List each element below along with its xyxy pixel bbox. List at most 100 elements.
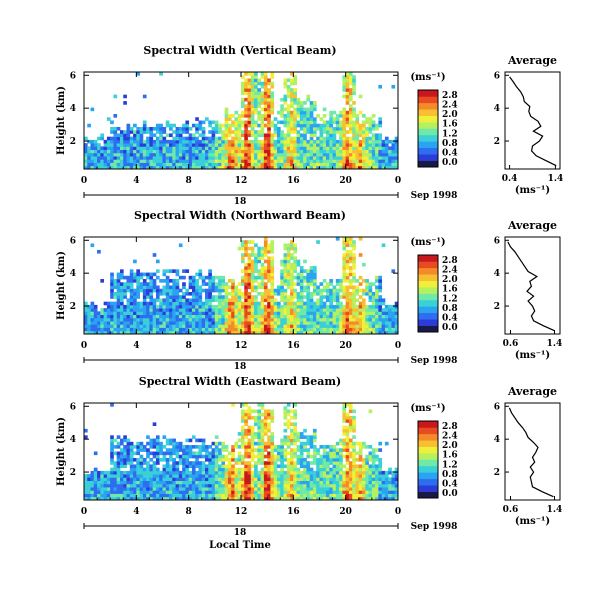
heatmap-cell	[208, 467, 212, 472]
colorbar-swatch	[418, 147, 438, 155]
heatmap-cell	[136, 159, 140, 163]
heatmap-cell	[257, 314, 262, 319]
heatmap-cell	[329, 490, 333, 494]
heatmap-cell	[178, 146, 183, 150]
heatmap-cell	[218, 314, 222, 319]
heatmap-cell	[178, 490, 183, 494]
heatmap-cell	[142, 474, 147, 478]
heatmap-cell	[224, 107, 229, 112]
heatmap-cell	[234, 120, 239, 125]
heatmap-cell	[247, 461, 252, 465]
heatmap-cell	[162, 470, 167, 475]
heatmap-cell	[348, 301, 353, 306]
heatmap-cell	[322, 464, 327, 469]
heatmap-cell	[388, 311, 392, 315]
heatmap-cell	[290, 126, 294, 131]
heatmap-cell	[254, 162, 258, 167]
heatmap-cell	[182, 311, 186, 315]
heatmap-cell	[198, 487, 203, 491]
heatmap-cell	[241, 311, 245, 315]
heatmap-cell	[283, 117, 288, 121]
heatmap-cell	[208, 159, 212, 163]
heatmap-cell	[234, 441, 239, 446]
heatmap-cell	[316, 288, 320, 293]
heatmap-cell	[293, 301, 297, 306]
heatmap-cell	[231, 493, 235, 498]
heatmap-cell	[303, 288, 307, 293]
heatmap-cell	[270, 91, 275, 96]
heatmap-cell	[97, 159, 101, 163]
heatmap-cell	[165, 480, 170, 485]
heatmap-cell	[348, 279, 353, 283]
heatmap-cell	[283, 324, 288, 328]
heatmap-cell	[342, 477, 347, 481]
heatmap-cell	[365, 314, 369, 319]
heatmap-cell	[280, 487, 284, 491]
heatmap-cell	[273, 474, 278, 478]
heatmap-cell	[90, 165, 95, 170]
heatmap-cell	[260, 272, 265, 277]
heatmap-cell	[205, 327, 209, 332]
heatmap-cell	[280, 130, 284, 134]
heatmap-cell	[276, 146, 281, 150]
heatmap-cell	[149, 487, 154, 491]
heatmap-cell	[296, 259, 301, 264]
heatmap-cell	[208, 146, 212, 150]
heatmap-cell	[312, 493, 317, 498]
heatmap-cell	[319, 493, 324, 498]
heatmap-cell	[342, 327, 347, 332]
heatmap-cell	[378, 165, 383, 170]
heatmap-cell	[224, 480, 229, 485]
heatmap-cell	[129, 470, 134, 475]
heatmap-cell	[270, 298, 275, 303]
heatmap-cell	[283, 483, 288, 488]
heatmap-cell	[273, 467, 278, 472]
heatmap-cell	[155, 317, 160, 322]
heatmap-cell	[244, 464, 248, 469]
heatmap-cell	[188, 490, 193, 494]
heatmap-cell	[227, 464, 232, 469]
heatmap-cell	[345, 330, 350, 335]
heatmap-cell	[113, 146, 118, 150]
heatmap-cell	[348, 425, 353, 430]
heatmap-cell	[90, 330, 95, 335]
heatmap-cell	[116, 490, 121, 494]
heatmap-cell	[280, 275, 284, 280]
heatmap-cell	[257, 445, 262, 449]
heatmap-cell	[93, 451, 98, 456]
heatmap-cell	[185, 496, 190, 501]
heatmap-cell	[169, 474, 173, 478]
heatmap-cell	[306, 272, 311, 277]
heatmap-cell	[375, 123, 379, 128]
heatmap-cell	[172, 149, 176, 154]
heatmap-cell	[188, 136, 193, 141]
heatmap-cell	[227, 493, 232, 498]
heatmap-cell	[283, 457, 288, 462]
heatmap-cell	[119, 298, 124, 303]
average-frame	[504, 236, 561, 335]
heatmap-cell	[260, 441, 265, 446]
heatmap-cell	[119, 448, 124, 452]
heatmap-cell	[201, 467, 206, 472]
heatmap-cell	[241, 457, 245, 462]
heatmap-cell	[113, 279, 118, 283]
heatmap-cell	[191, 279, 196, 283]
heatmap-cell	[306, 474, 311, 478]
heatmap-cell	[371, 298, 376, 303]
heatmap-cell	[371, 152, 376, 157]
heatmap-cell	[303, 136, 307, 141]
heatmap-cell	[175, 156, 180, 160]
heatmap-cell	[362, 159, 366, 163]
heatmap-cell	[254, 123, 258, 128]
heatmap-cell	[293, 441, 297, 446]
heatmap-cell	[394, 149, 399, 154]
heatmap-cell	[205, 487, 209, 491]
heatmap-cell	[263, 139, 268, 144]
heatmap-cell	[162, 493, 167, 498]
heatmap-cell	[146, 139, 150, 144]
heatmap-cell	[172, 314, 176, 319]
heatmap-cell	[234, 487, 239, 491]
heatmap-cell	[129, 461, 134, 465]
heatmap-cell	[260, 149, 265, 154]
heatmap-cell	[119, 152, 124, 157]
